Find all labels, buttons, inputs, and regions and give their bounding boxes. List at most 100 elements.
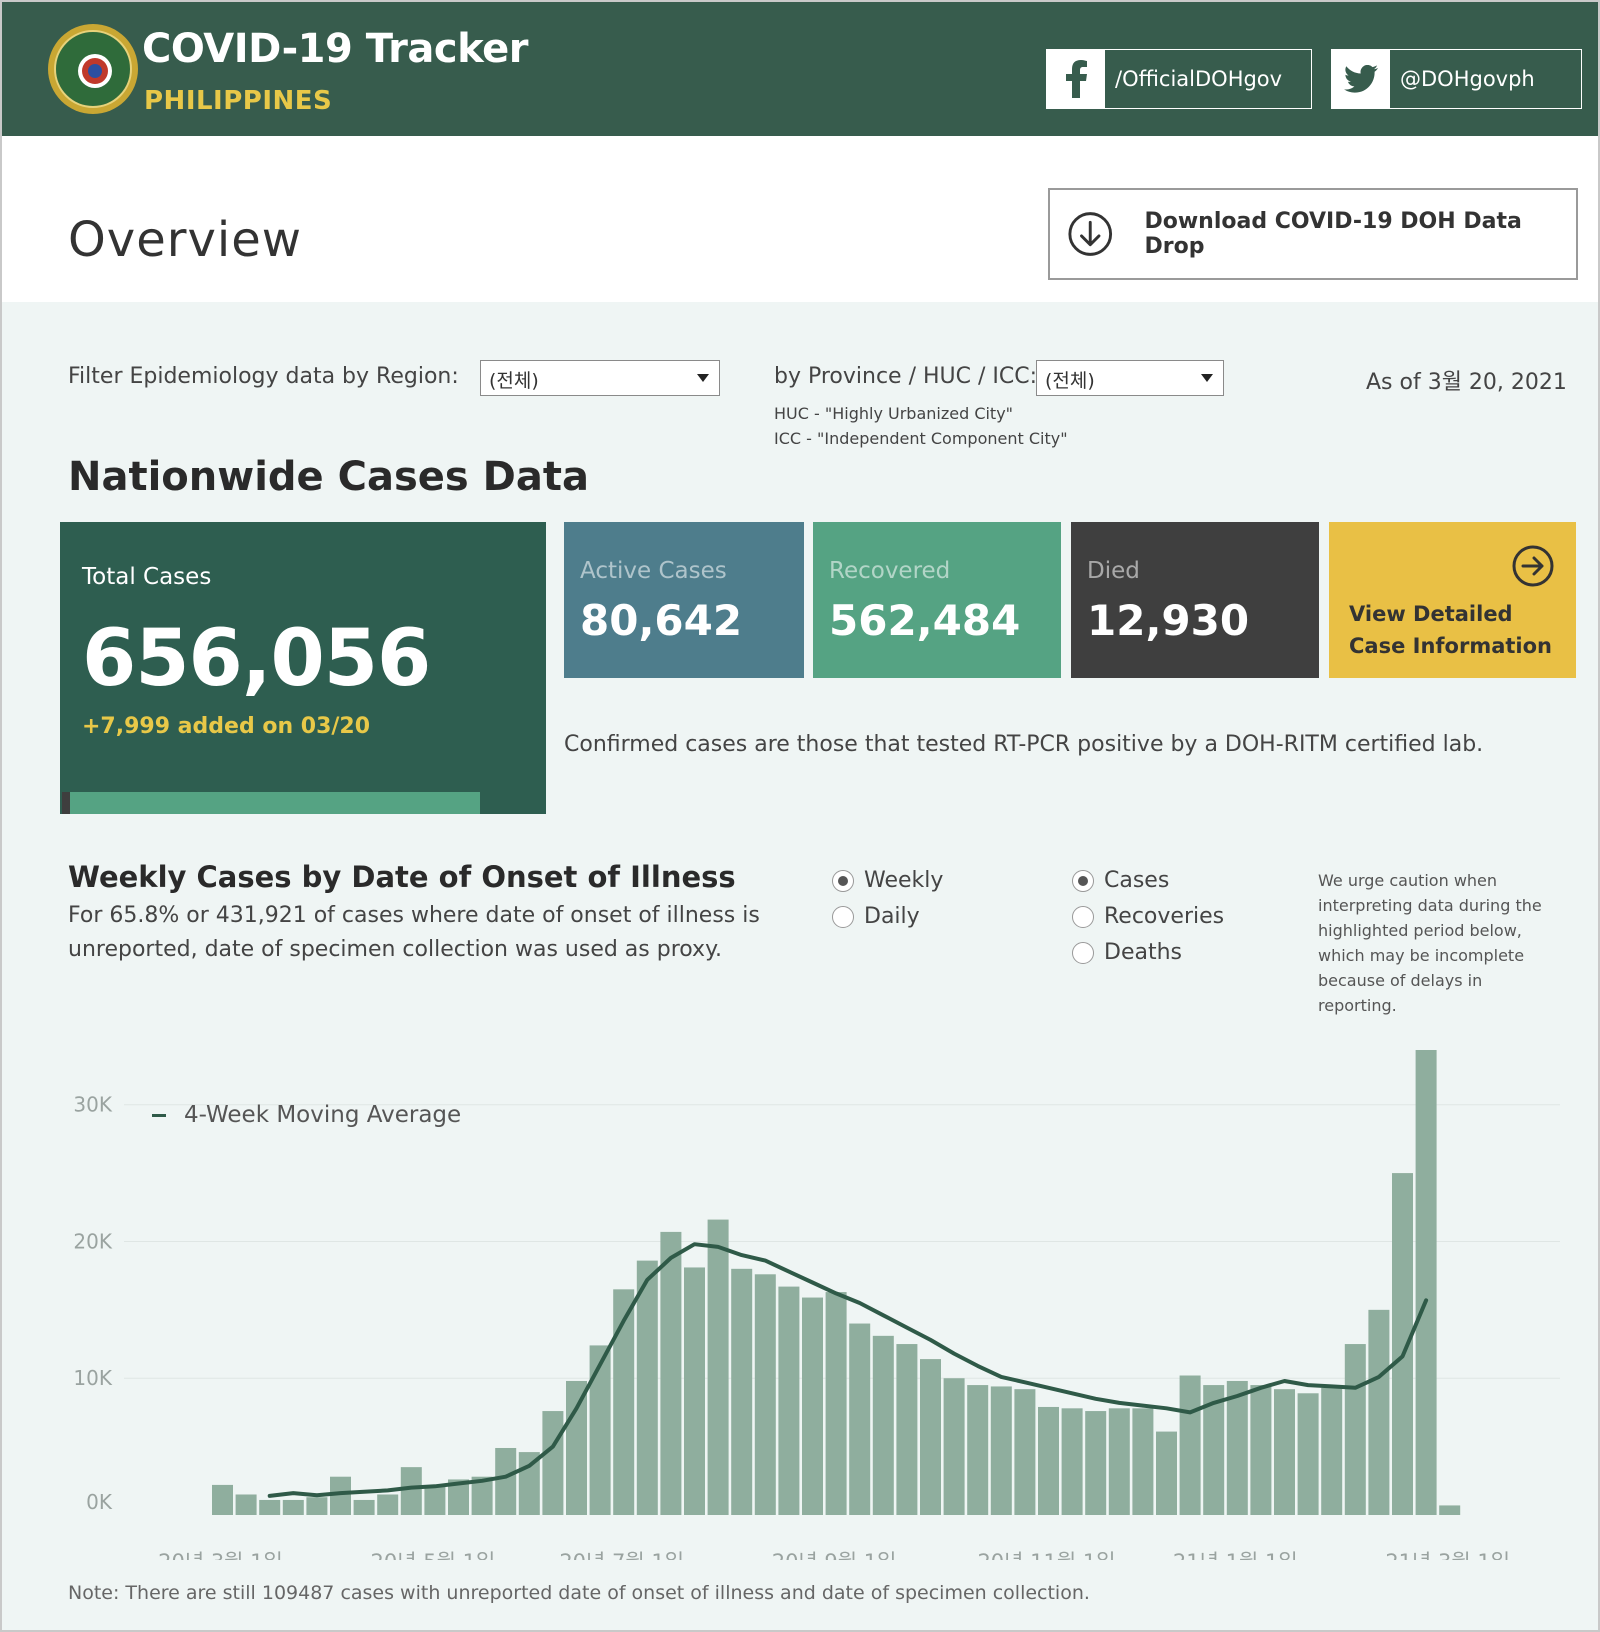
radio-cases[interactable]: Cases — [1072, 868, 1169, 893]
bar — [471, 1476, 493, 1515]
bar — [448, 1479, 469, 1515]
download-data-drop-button[interactable]: Download COVID-19 DOH Data Drop — [1048, 188, 1578, 280]
nationwide-title: Nationwide Cases Data — [68, 454, 589, 500]
bar — [1085, 1411, 1107, 1515]
bar — [778, 1286, 800, 1515]
bar — [566, 1380, 587, 1515]
bar — [1344, 1344, 1366, 1515]
radio-cases-indicator — [1072, 869, 1094, 892]
bar — [1132, 1408, 1154, 1515]
bar — [235, 1494, 257, 1515]
bar — [306, 1497, 328, 1515]
legend-line-swatch — [152, 1113, 166, 1117]
radio-daily[interactable]: Daily — [832, 904, 920, 929]
twitter-link[interactable]: @DOHgovph — [1331, 49, 1582, 109]
radio-deaths-label: Deaths — [1104, 940, 1182, 965]
bar — [1415, 1050, 1437, 1515]
view-detailed-line2: Case Information — [1349, 634, 1552, 658]
chevron-down-icon — [697, 374, 709, 382]
region-filter-label: Filter Epidemiology data by Region: — [68, 364, 459, 389]
active-cases-label: Active Cases — [580, 558, 727, 584]
bar — [1226, 1380, 1248, 1515]
doh-seal-logo — [48, 24, 138, 114]
y-tick-label: 20K — [73, 1229, 112, 1253]
bar — [660, 1231, 682, 1515]
bar — [731, 1268, 753, 1515]
bar — [1250, 1385, 1272, 1515]
region-select-value: (전체) — [489, 370, 539, 392]
bar — [990, 1386, 1012, 1515]
x-tick-label: 21년 3월 1일 — [1385, 1550, 1510, 1560]
bar — [400, 1467, 422, 1515]
died-card: Died 12,930 — [1071, 522, 1319, 678]
confirmed-cases-note: Confirmed cases are those that tested RT… — [564, 732, 1484, 757]
bar — [802, 1297, 823, 1515]
moving-average-legend: 4-Week Moving Average — [152, 1102, 461, 1128]
bar — [424, 1486, 446, 1515]
legend-label: 4-Week Moving Average — [184, 1102, 462, 1128]
arrow-right-circle-icon — [1512, 545, 1554, 587]
total-cases-value: 656,056 — [82, 614, 431, 704]
recovered-value: 562,484 — [829, 596, 1021, 645]
x-tick-label: 20년 9월 1일 — [772, 1550, 897, 1560]
bar — [542, 1411, 564, 1515]
radio-daily-label: Daily — [864, 904, 920, 929]
chevron-down-icon — [1201, 374, 1213, 382]
bar — [636, 1260, 658, 1515]
bar — [259, 1499, 281, 1515]
radio-weekly[interactable]: Weekly — [832, 868, 943, 893]
radio-daily-indicator — [832, 905, 854, 928]
bar — [825, 1292, 847, 1515]
active-cases-value: 80,642 — [580, 596, 743, 645]
bar — [353, 1499, 375, 1515]
x-tick-label: 20년 3월 1일 — [158, 1550, 283, 1560]
caution-note: We urge caution when interpreting data d… — [1318, 871, 1542, 1015]
moving-average-line — [267, 1242, 1429, 1498]
weekly-cases-chart: 0K 10K 20K 30K 20년 3월 1일 20년 5월 1일 20년 7월 1일 20… — [73, 1050, 1560, 1560]
y-tick-label: 0K — [86, 1490, 113, 1514]
huc-note: HUC - "Highly Urbanized City" — [774, 404, 1014, 423]
view-detailed-line1: View Detailed — [1349, 602, 1513, 626]
bar — [1108, 1408, 1130, 1515]
radio-deaths[interactable]: Deaths — [1072, 940, 1182, 965]
app-header: COVID-19 Tracker PHILIPPINES /OfficialDO… — [2, 2, 1598, 136]
radio-recoveries-label: Recoveries — [1104, 904, 1225, 929]
weekly-chart-title: Weekly Cases by Date of Onset of Illness — [68, 860, 736, 894]
bar — [920, 1359, 941, 1515]
bar — [282, 1499, 304, 1515]
bar — [1321, 1387, 1343, 1515]
as-of-date: As of 3월 20, 2021 — [1366, 370, 1567, 395]
app-title: COVID-19 Tracker — [142, 26, 528, 72]
province-select-value: (전체) — [1045, 370, 1095, 392]
total-cases-label: Total Cases — [82, 564, 212, 590]
radio-cases-label: Cases — [1104, 868, 1170, 893]
bar — [684, 1267, 705, 1515]
bar — [849, 1323, 871, 1515]
region-select[interactable]: (전체) — [480, 360, 720, 396]
x-tick-label: 21년 1월 1일 — [1173, 1550, 1298, 1560]
download-icon — [1068, 212, 1113, 256]
radio-recoveries[interactable]: Recoveries — [1072, 904, 1224, 929]
bar — [1274, 1389, 1295, 1515]
weekly-chart-subtitle-line2: unreported, date of specimen collection … — [68, 937, 722, 962]
recovered-label: Recovered — [829, 558, 951, 584]
download-label: Download COVID-19 DOH Data Drop — [1144, 209, 1522, 259]
cases-added-today: +7,999 added on 03/20 — [82, 714, 371, 739]
x-tick-label: 20년 11월 1일 — [977, 1550, 1115, 1560]
facebook-link[interactable]: /OfficialDOHgov — [1046, 49, 1312, 109]
bar — [1156, 1431, 1177, 1515]
bar — [377, 1494, 399, 1515]
overview-title: Overview — [68, 212, 302, 268]
radio-weekly-indicator — [832, 869, 854, 892]
bar — [1203, 1385, 1225, 1515]
twitter-icon — [1332, 50, 1390, 108]
twitter-handle: @DOHgovph — [1400, 67, 1535, 91]
view-detailed-case-info-button[interactable]: View Detailed Case Information — [1329, 522, 1576, 678]
y-tick-label: 30K — [73, 1093, 112, 1117]
province-select[interactable]: (전체) — [1036, 360, 1224, 396]
radio-weekly-label: Weekly — [864, 868, 944, 893]
bar — [1014, 1389, 1036, 1515]
bar — [1392, 1173, 1413, 1515]
x-tick-label: 20년 5월 1일 — [371, 1550, 496, 1560]
radio-deaths-indicator — [1072, 941, 1094, 964]
